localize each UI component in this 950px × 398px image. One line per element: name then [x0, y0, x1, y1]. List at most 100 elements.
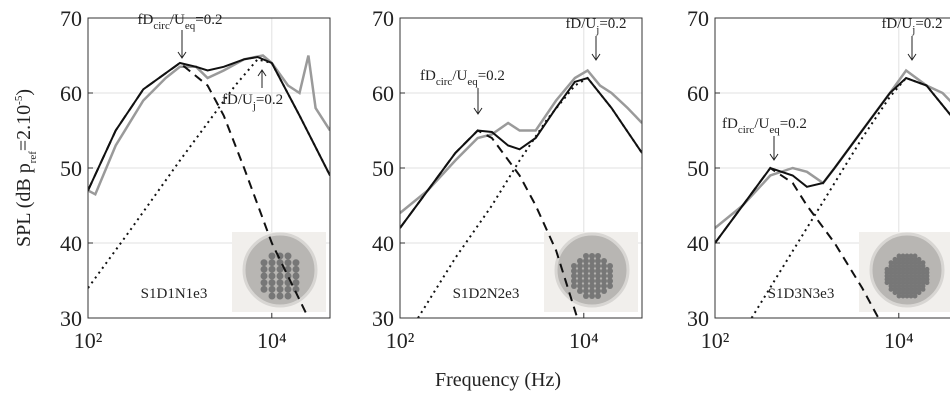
y-tick-label: 30 [60, 306, 82, 331]
plate-hole [583, 288, 589, 294]
plate-hole [284, 252, 292, 260]
plate-hole [892, 290, 898, 296]
plate-hole [292, 279, 300, 287]
plate-hole [571, 268, 577, 274]
arrow-head [907, 53, 917, 61]
annotation-sub: eq [769, 124, 780, 136]
annotation-part: =0.2 [780, 116, 807, 132]
annotation-sub: circ [153, 20, 170, 32]
plate-hole [268, 272, 276, 280]
plate-hole [268, 259, 276, 267]
annotation-part: =0.2 [599, 16, 626, 32]
arrow-head [473, 107, 483, 115]
plate-hole [589, 273, 595, 279]
plate-hole [601, 283, 607, 289]
plate-hole [260, 265, 268, 273]
plate-hole [577, 258, 583, 264]
line-dotted [417, 76, 642, 318]
y-tick-label: 60 [60, 81, 82, 106]
y-tick-label: 50 [372, 156, 394, 181]
y-tick-label: 60 [687, 81, 709, 106]
y-tick-label: 30 [687, 306, 709, 331]
annotation: fDcirc/Ueq=0.2 [420, 68, 505, 88]
x-tick-label: 10² [701, 328, 730, 353]
plate-hole [284, 259, 292, 267]
plate-hole [589, 263, 595, 269]
plate-hole [601, 258, 607, 264]
line-dashed [88, 61, 310, 318]
plate-hole [607, 283, 613, 289]
y-label-part: =2.10 [13, 105, 35, 151]
plate-hole [900, 293, 906, 299]
annotation: fD/Uj=0.2 [881, 16, 942, 36]
plate-hole [292, 285, 300, 293]
panel-label: S1D1N1e3 [141, 286, 208, 302]
annotation-sub: j [252, 100, 256, 112]
plate-hole [260, 272, 268, 280]
plot-frame [87, 17, 331, 319]
plate-hole [589, 278, 595, 284]
plate-hole [601, 273, 607, 279]
plate-hole [268, 285, 276, 293]
plate-hole [896, 293, 902, 299]
annotation-sub: circ [436, 76, 453, 88]
plate-hole [292, 259, 300, 267]
plate-hole [601, 263, 607, 269]
plate-hole [589, 288, 595, 294]
arrow-head [177, 51, 187, 59]
line-dotted [750, 76, 950, 318]
plate-hole [292, 272, 300, 280]
plate-hole [260, 285, 268, 293]
x-tick-label: 10² [386, 328, 415, 353]
annotation-part: fD/U [881, 16, 912, 32]
annotation-part: =0.2 [195, 12, 222, 28]
plate-hole [571, 283, 577, 289]
y-tick-label: 40 [687, 231, 709, 256]
arrow-head [591, 53, 601, 61]
plate-hole [601, 278, 607, 284]
plate-hole [595, 258, 601, 264]
plate-hole [276, 265, 284, 273]
plate-hole [571, 263, 577, 269]
plate-hole [595, 263, 601, 269]
annotation-part: /U [170, 12, 185, 28]
plate-hole [595, 253, 601, 259]
plate-hole [601, 268, 607, 274]
plate-hole [583, 283, 589, 289]
y-label-sub: ref [27, 151, 39, 164]
annotation-part: =0.2 [256, 92, 283, 108]
annotation-sub: j [595, 24, 599, 36]
plate-hole [577, 273, 583, 279]
plate-hole [268, 292, 276, 300]
plate-hole [583, 253, 589, 259]
plate-hole [583, 293, 589, 299]
plate-hole [268, 252, 276, 260]
plate-hole [577, 278, 583, 284]
plate-hole [276, 279, 284, 287]
plate-hole [607, 273, 613, 279]
arrow-head [769, 153, 779, 161]
series-group [88, 54, 330, 318]
line-solid [88, 54, 330, 197]
y-tick-label: 70 [687, 6, 709, 31]
plate-hole [595, 268, 601, 274]
annotation-part: fD [722, 116, 738, 132]
plate-hole [577, 263, 583, 269]
plate-hole [292, 265, 300, 273]
plate-hole [571, 273, 577, 279]
plate-hole [607, 268, 613, 274]
plate-hole [595, 278, 601, 284]
line-solid [400, 68, 642, 214]
plate-hole [577, 283, 583, 289]
y-axis-label: SPL (dB pref=2.10-5) [13, 89, 39, 247]
annotation-sub: circ [738, 124, 755, 136]
line-dashed [400, 129, 579, 318]
annotation-part: fD/U [565, 16, 596, 32]
y-tick-label: 60 [372, 81, 394, 106]
plate-hole [916, 290, 922, 296]
y-tick-label: 50 [687, 156, 709, 181]
plate-hole [577, 288, 583, 294]
plate-hole [595, 293, 601, 299]
annotation: fDcirc/Ueq=0.2 [138, 12, 223, 32]
